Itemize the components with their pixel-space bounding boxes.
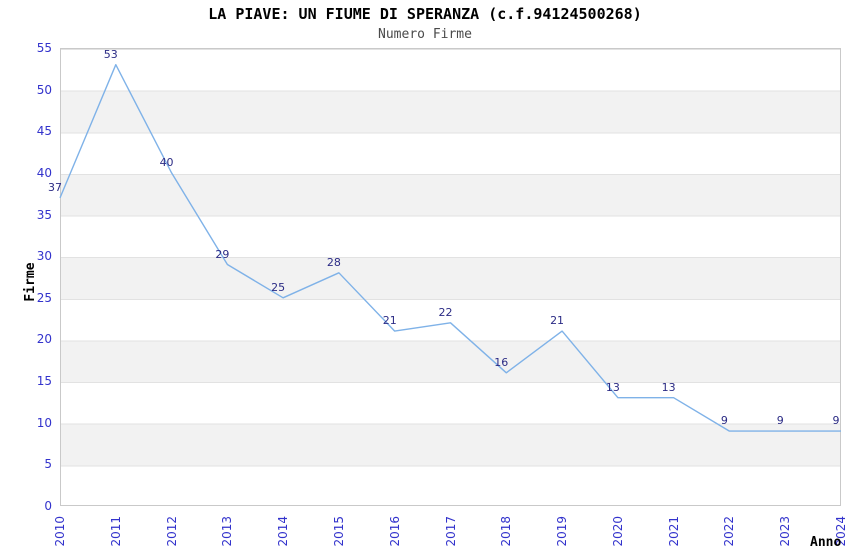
data-label: 21: [550, 314, 565, 328]
y-tick-label: 55: [36, 41, 52, 55]
y-tick-label: 0: [44, 499, 52, 513]
series-line: [59, 64, 841, 432]
y-tick-label: 45: [36, 124, 52, 139]
data-label: 22: [438, 305, 453, 319]
chart-title: LA PIAVE: UN FIUME DI SPERANZA (c.f.9412…: [208, 5, 642, 23]
y-axis-title-text: Firme: [23, 262, 38, 302]
data-label: 13: [661, 380, 676, 394]
data-label: 13: [605, 380, 620, 394]
y-tick-label: 50: [36, 82, 52, 97]
data-label: 28: [326, 255, 341, 269]
data-label: 21: [382, 314, 397, 328]
data-label: 16: [494, 355, 509, 369]
data-label: 9: [776, 414, 784, 428]
x-axis-title: Anno: [810, 535, 842, 550]
chart-subtitle: Numero Firme: [378, 27, 472, 42]
y-tick-label: 40: [36, 165, 52, 180]
data-label: 9: [832, 414, 840, 428]
y-tick-label: 30: [36, 249, 52, 264]
data-label: 9: [720, 414, 728, 428]
plot-area: [60, 48, 841, 506]
data-label: 37: [48, 180, 62, 194]
y-tick-label: 10: [36, 415, 52, 430]
y-tick-label: 20: [36, 332, 52, 347]
series-svg: [59, 64, 841, 432]
data-label: 40: [159, 155, 174, 169]
y-tick-label: 35: [36, 207, 52, 222]
y-tick-label: 5: [44, 457, 52, 472]
y-tick-label: 15: [36, 374, 52, 389]
data-label: 53: [103, 47, 118, 61]
y-tick-label: 25: [36, 290, 52, 305]
data-label: 25: [271, 280, 286, 294]
data-label: 29: [215, 247, 230, 261]
